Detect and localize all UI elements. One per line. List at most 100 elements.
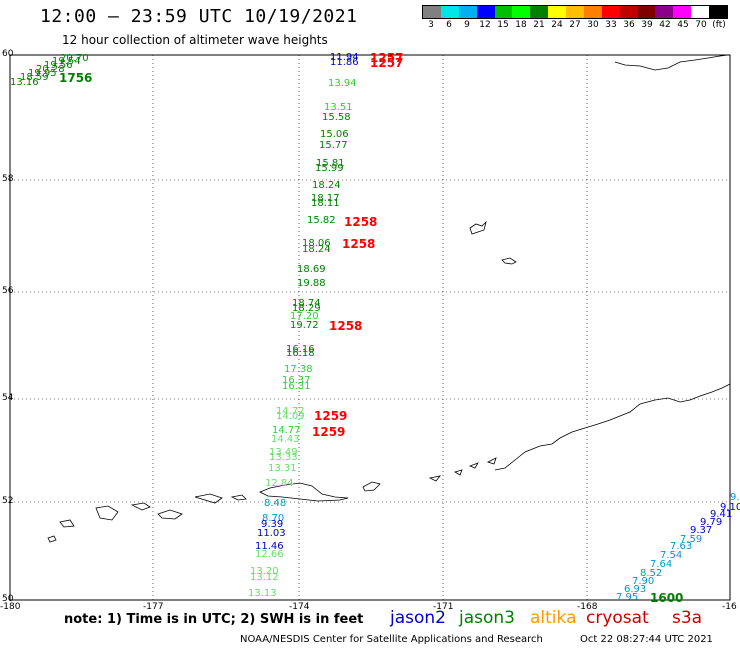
colorbar-cell: [583, 6, 602, 18]
wave-height-label: 17.20: [290, 311, 319, 322]
track-bottomright-labels: 7.956.937.908.527.647.547.637.599.379.79…: [616, 492, 740, 603]
wave-height-label: 9.6: [730, 492, 740, 503]
wave-height-label: 14.09: [276, 411, 305, 422]
wave-height-label: 11.86: [330, 57, 359, 68]
wave-height-label: 1258: [342, 237, 375, 251]
colorbar-label: 21: [533, 20, 545, 30]
colorbar-cell: [440, 6, 459, 18]
coastline: [47, 54, 731, 543]
wave-height-label: 1258: [344, 215, 377, 229]
wave-height-label: 15.77: [319, 140, 348, 151]
wave-height-label: 13.33: [269, 452, 298, 463]
colorbar-cell: [423, 6, 441, 18]
colorbar-label: 12: [479, 20, 491, 30]
colorbar-cell: [709, 6, 727, 18]
wave-height-label: 13.49: [269, 447, 298, 458]
wave-height-label: 1600: [650, 591, 683, 605]
colorbar-cell: [494, 6, 513, 18]
wave-height-label: 1257: [370, 51, 403, 65]
wave-height-label: 1257: [370, 56, 403, 70]
colorbar-cell: [566, 6, 584, 18]
wave-height-label: 13.16: [10, 77, 39, 88]
wave-height-label: 13.31: [268, 463, 297, 474]
wave-height-label: 15.82: [307, 215, 336, 226]
wave-height-label: 11.46: [255, 541, 284, 552]
colorbar-cell: [458, 6, 477, 18]
wave-height-label: 1258: [329, 319, 362, 333]
longitude-label: -16: [722, 602, 737, 612]
island-nunivak-small: [501, 257, 517, 265]
colorbar-cell: [476, 6, 495, 18]
wave-height-label: 1259: [312, 425, 345, 439]
wave-height-label: 7.63: [670, 541, 692, 552]
wave-height-label: 9.37: [690, 525, 712, 536]
wave-height-label: 16.37: [282, 375, 311, 386]
longitude-label: -174: [289, 602, 310, 612]
colorbar-label: 3: [428, 20, 434, 30]
latitude-label: 60: [2, 49, 14, 59]
colorbar-label: 45: [677, 20, 689, 30]
wave-height-label: 7.64: [650, 559, 672, 570]
colorbar-label: 39: [641, 20, 653, 30]
wave-height-label: 16.18: [286, 348, 315, 359]
aleutian-island-2: [362, 481, 381, 492]
wave-height-label: 14.72: [276, 406, 305, 417]
wave-height-label: 15.99: [315, 163, 344, 174]
wave-height-label: 18.24: [302, 244, 331, 255]
wave-height-label: 17.38: [284, 364, 313, 375]
wave-height-label: 7.90: [632, 576, 654, 587]
map-title: 12:00 – 23:59 UTC 10/19/2021: [40, 6, 358, 27]
wave-height-label: 13.20: [250, 566, 279, 577]
colorbar-label: 9: [464, 20, 470, 30]
footer-credit: NOAA/NESDIS Center for Satellite Applica…: [240, 634, 543, 645]
colorbar-cell: [637, 6, 656, 18]
wave-height-label: 18.69: [297, 264, 326, 275]
wave-height-label: 20.28: [36, 64, 65, 75]
wave-height-label: 15.06: [320, 129, 349, 140]
wave-height-label: 9.39: [261, 519, 283, 530]
wave-height-label: 6.93: [624, 584, 646, 595]
colorbar-labels: 3 6 9 12 15 18 21 24 27 30 33 36 39 42 45 70 (ft): [422, 20, 728, 32]
colorbar-cell: [548, 6, 566, 18]
colorbar-label: 6: [446, 20, 452, 30]
wave-height-label: 8.52: [640, 568, 662, 579]
wave-height-label: 18.29: [292, 303, 321, 314]
wave-height-label: 15.58: [322, 112, 351, 123]
lat-lon-grid: [10, 55, 730, 600]
colorbar-cell: [619, 6, 638, 18]
wave-height-label: 13.94: [328, 78, 357, 89]
latitude-label: 50: [2, 594, 14, 604]
wave-height-label: 19.54: [52, 56, 81, 67]
longitude-label: -171: [433, 602, 454, 612]
map-frame: [9, 54, 731, 601]
wave-height-label: 16.16: [286, 344, 315, 355]
wave-height-label: 18.11: [311, 198, 340, 209]
wave-height-label: 11.03: [257, 528, 286, 539]
wave-height-label: 19.88: [297, 278, 326, 289]
colorbar-label: (ft): [712, 20, 726, 30]
wave-height-label: 7.54: [660, 550, 682, 561]
wave-height-label: 13.12: [250, 572, 279, 583]
wave-height-label: 14.77: [272, 425, 301, 436]
wave-height-label: 13.13: [248, 588, 277, 599]
wave-height-label: 12.84: [265, 478, 294, 489]
colorbar-cell: [691, 6, 709, 18]
colorbar-label: 42: [659, 20, 671, 30]
colorbar-label: 33: [605, 20, 617, 30]
wave-height-label: 19.72: [290, 320, 319, 331]
longitude-label: -177: [143, 602, 164, 612]
longitude-label: -168: [577, 602, 598, 612]
wave-height-label: 7.59: [680, 534, 702, 545]
wave-height-label: 9.41: [710, 509, 732, 520]
colorbar-label: 24: [551, 20, 563, 30]
wave-height-label: 19.95: [28, 68, 57, 79]
aleutian-west: [47, 493, 247, 543]
aleutian-east: [494, 383, 731, 471]
wave-height-label: 12.66: [255, 549, 284, 560]
wave-height-label: 7.95: [616, 592, 638, 603]
wave-height-label: 18.59: [20, 72, 49, 83]
